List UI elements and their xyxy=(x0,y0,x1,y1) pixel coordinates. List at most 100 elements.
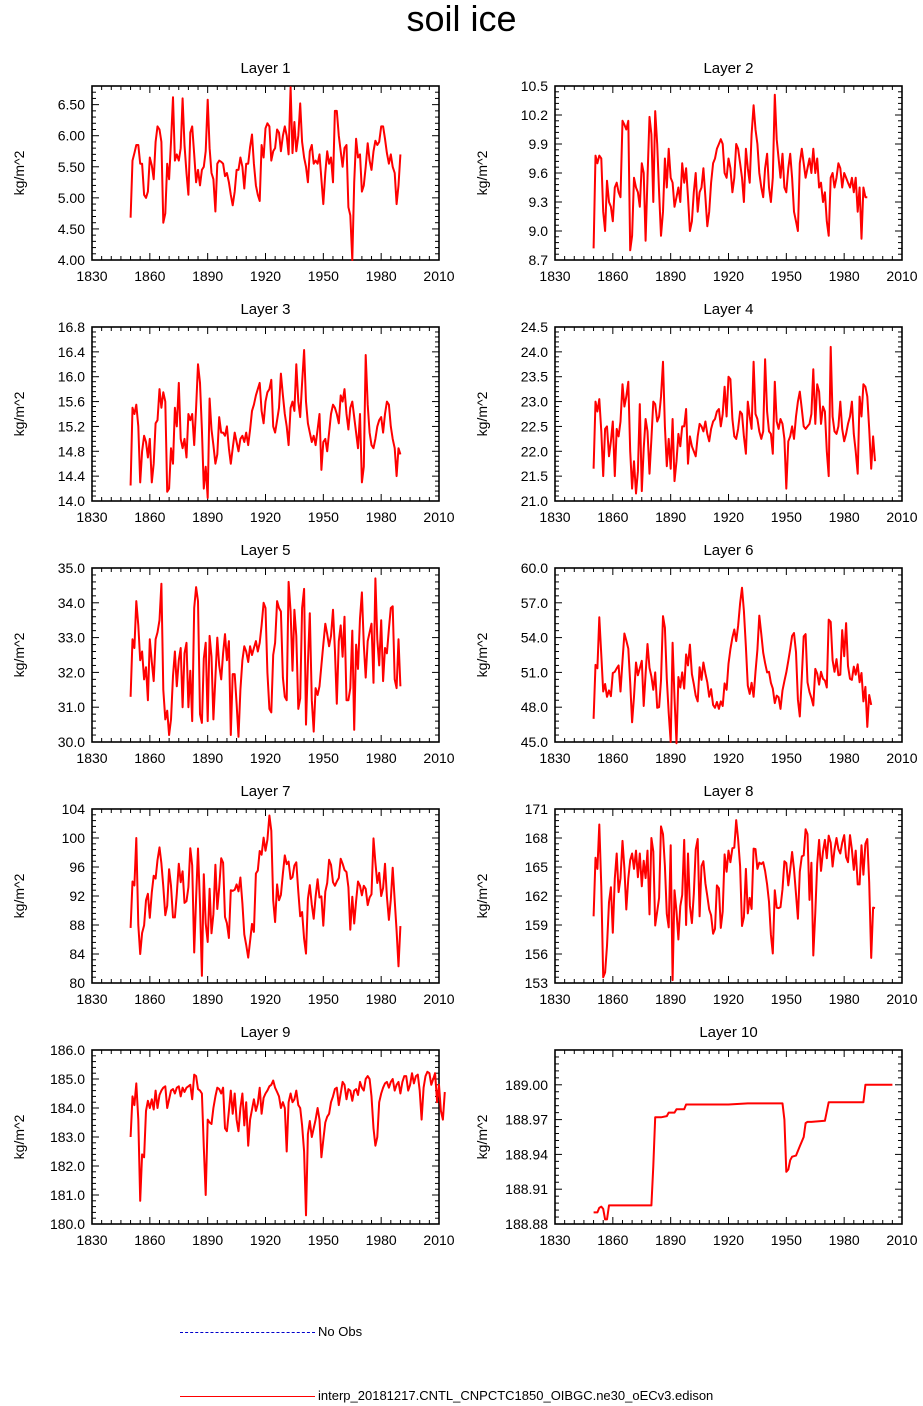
y-tick-label: 23.0 xyxy=(521,394,548,410)
x-tick-label: 1890 xyxy=(192,268,223,284)
series-line-1 xyxy=(129,86,402,261)
chart-5: Layer 5 1830 1860 1890 1920 1950 1980 2010 30.0 3… xyxy=(11,542,455,766)
y-tick-label: 24.0 xyxy=(521,344,548,360)
chart-grid: Layer 1 1830 1860 1890 1920 1950 1980 2010 4.00 4… xyxy=(11,60,918,1248)
x-tick-label: 1950 xyxy=(308,268,339,284)
chart-title: Layer 10 xyxy=(699,1024,757,1041)
y-axis-label: kg/m^2 xyxy=(11,632,27,677)
y-tick-label: 21.0 xyxy=(521,493,548,509)
chart-9: Layer 9 1830 1860 1890 1920 1950 1980 2010 180.0… xyxy=(11,1024,455,1248)
x-tick-label: 1830 xyxy=(76,991,107,1007)
y-tick-label: 24.5 xyxy=(521,319,548,335)
x-tick-label: 2010 xyxy=(886,268,917,284)
y-tick-label: 48.0 xyxy=(521,699,548,715)
x-tick-label: 2010 xyxy=(423,1232,454,1248)
chart-title: Layer 2 xyxy=(703,60,753,77)
y-tick-label: 188.97 xyxy=(505,1112,548,1128)
x-tick-label: 1920 xyxy=(713,509,744,525)
y-tick-label: 180.0 xyxy=(50,1216,85,1232)
x-tick-label: 2010 xyxy=(423,750,454,766)
y-tick-label: 96 xyxy=(69,859,85,875)
y-tick-label: 188.91 xyxy=(505,1181,548,1197)
x-tick-label: 1830 xyxy=(539,750,570,766)
y-axis-label: kg/m^2 xyxy=(474,150,490,195)
x-tick-label: 1920 xyxy=(713,750,744,766)
y-tick-label: 4.00 xyxy=(58,252,85,268)
x-tick-label: 1890 xyxy=(192,1232,223,1248)
y-axis-label: kg/m^2 xyxy=(474,391,490,436)
y-tick-label: 16.4 xyxy=(58,344,85,360)
legend-no-obs: No Obs xyxy=(180,1324,362,1340)
y-tick-label: 9.3 xyxy=(529,194,549,210)
x-tick-label: 1980 xyxy=(366,991,397,1007)
y-tick-label: 156 xyxy=(525,946,549,962)
x-tick-label: 1980 xyxy=(829,991,860,1007)
y-tick-label: 10.2 xyxy=(521,107,548,123)
y-tick-label: 5.00 xyxy=(58,190,85,206)
chart-title: Layer 1 xyxy=(240,60,290,77)
x-tick-label: 2010 xyxy=(886,750,917,766)
y-axis-label: kg/m^2 xyxy=(474,873,490,918)
y-tick-label: 32.0 xyxy=(58,664,85,680)
x-tick-label: 1950 xyxy=(308,991,339,1007)
page-title: soil ice xyxy=(406,0,517,39)
y-tick-label: 9.0 xyxy=(529,223,549,239)
x-tick-label: 1860 xyxy=(597,750,628,766)
chart-8: Layer 8 1830 1860 1890 1920 1950 1980 2010 153 15… xyxy=(474,783,918,1007)
x-tick-label: 1890 xyxy=(655,268,686,284)
y-tick-label: 9.9 xyxy=(529,136,549,152)
x-tick-label: 1980 xyxy=(366,268,397,284)
x-tick-label: 1950 xyxy=(308,1232,339,1248)
chart-title: Layer 8 xyxy=(703,783,753,800)
y-tick-label: 168 xyxy=(525,830,549,846)
y-tick-label: 10.5 xyxy=(521,78,548,94)
y-tick-label: 30.0 xyxy=(58,734,85,750)
series-line-1 xyxy=(592,819,876,982)
y-tick-label: 14.4 xyxy=(58,468,85,484)
x-tick-label: 2010 xyxy=(423,509,454,525)
x-tick-label: 1980 xyxy=(829,509,860,525)
x-tick-label: 1890 xyxy=(192,991,223,1007)
x-tick-label: 1860 xyxy=(134,1232,165,1248)
legend-no-obs-label: No Obs xyxy=(318,1324,363,1339)
x-tick-label: 1860 xyxy=(134,268,165,284)
chart-1: Layer 1 1830 1860 1890 1920 1950 1980 2010 4.00 4… xyxy=(11,60,455,284)
y-tick-label: 181.0 xyxy=(50,1187,85,1203)
y-tick-label: 100 xyxy=(62,830,86,846)
y-tick-label: 16.8 xyxy=(58,319,85,335)
series-line-1 xyxy=(129,577,402,738)
y-tick-label: 188.94 xyxy=(505,1146,548,1162)
y-tick-label: 45.0 xyxy=(521,734,548,750)
plot-frame xyxy=(554,85,903,261)
plot-frame xyxy=(91,567,440,743)
y-tick-label: 84 xyxy=(69,946,85,962)
y-tick-label: 162 xyxy=(525,888,549,904)
x-tick-label: 1950 xyxy=(771,509,802,525)
x-tick-label: 2010 xyxy=(886,991,917,1007)
x-tick-label: 1830 xyxy=(76,509,107,525)
x-tick-label: 1920 xyxy=(250,268,281,284)
y-tick-label: 189.00 xyxy=(505,1077,548,1093)
legend-model-line-icon xyxy=(180,1396,315,1398)
y-tick-label: 6.50 xyxy=(58,97,85,113)
y-tick-label: 15.2 xyxy=(58,418,85,434)
x-tick-label: 1980 xyxy=(829,750,860,766)
x-tick-label: 1980 xyxy=(829,268,860,284)
plot-frame xyxy=(554,567,903,743)
y-tick-label: 60.0 xyxy=(521,560,548,576)
x-tick-label: 1860 xyxy=(597,991,628,1007)
y-tick-label: 183.0 xyxy=(50,1129,85,1145)
plot-frame xyxy=(554,1049,903,1225)
y-tick-label: 22.5 xyxy=(521,418,548,434)
x-tick-label: 1890 xyxy=(655,991,686,1007)
chart-7: Layer 7 1830 1860 1890 1920 1950 1980 2010 80 84 8… xyxy=(11,783,455,1007)
y-tick-label: 92 xyxy=(69,888,85,904)
y-tick-label: 159 xyxy=(525,917,549,933)
x-tick-label: 1950 xyxy=(771,1232,802,1248)
x-tick-label: 2010 xyxy=(423,991,454,1007)
x-tick-label: 2010 xyxy=(423,268,454,284)
chart-title: Layer 4 xyxy=(703,301,753,318)
legend-model: interp_20181217.CNTL_CNPCTC1850_OIBGC.ne… xyxy=(180,1388,713,1404)
x-tick-label: 1980 xyxy=(366,1232,397,1248)
series-line-1 xyxy=(129,1070,446,1217)
